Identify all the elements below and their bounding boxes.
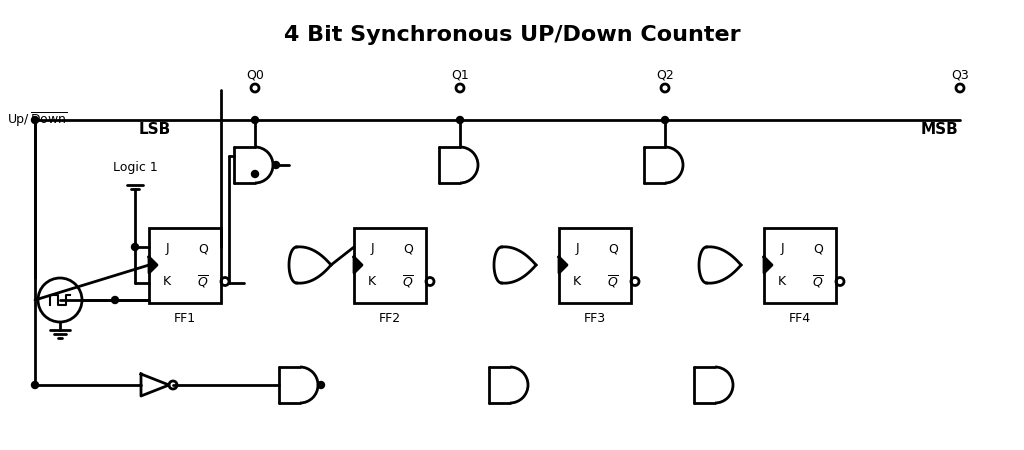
Circle shape [38, 278, 82, 322]
Text: K: K [573, 275, 581, 288]
Text: Q2: Q2 [656, 68, 674, 81]
FancyBboxPatch shape [559, 228, 631, 302]
Text: $\overline{Q}$: $\overline{Q}$ [812, 273, 824, 290]
Text: 4 Bit Synchronous UP/Down Counter: 4 Bit Synchronous UP/Down Counter [284, 25, 740, 45]
Text: Logic 1: Logic 1 [113, 161, 158, 174]
Text: FF3: FF3 [584, 312, 606, 325]
Text: $\overline{Q}$: $\overline{Q}$ [607, 273, 618, 290]
Circle shape [272, 162, 280, 168]
Text: Q0: Q0 [246, 68, 264, 81]
Text: K: K [368, 275, 376, 288]
Text: K: K [778, 275, 786, 288]
Circle shape [457, 117, 464, 123]
FancyBboxPatch shape [764, 228, 836, 302]
Text: J: J [371, 242, 374, 255]
Text: Q3: Q3 [951, 68, 969, 81]
Circle shape [32, 117, 39, 123]
Text: FF4: FF4 [788, 312, 811, 325]
Circle shape [131, 243, 138, 251]
Text: $\overline{Q}$: $\overline{Q}$ [197, 273, 209, 290]
Text: MSB: MSB [922, 122, 958, 138]
Circle shape [112, 297, 119, 303]
Text: Q: Q [403, 242, 413, 255]
Text: Q: Q [198, 242, 208, 255]
Text: J: J [780, 242, 783, 255]
Text: FF1: FF1 [174, 312, 196, 325]
FancyBboxPatch shape [150, 228, 221, 302]
Text: FF2: FF2 [379, 312, 401, 325]
Circle shape [317, 382, 325, 388]
Text: J: J [575, 242, 579, 255]
Polygon shape [354, 257, 362, 273]
Polygon shape [559, 257, 567, 273]
Text: $\overline{\mathrm{Down}}$: $\overline{\mathrm{Down}}$ [30, 112, 68, 128]
Text: Q: Q [813, 242, 823, 255]
Circle shape [252, 171, 258, 177]
Text: Q: Q [608, 242, 617, 255]
Text: K: K [163, 275, 171, 288]
Text: Up/: Up/ [8, 113, 30, 126]
Circle shape [32, 382, 39, 388]
Text: J: J [165, 242, 169, 255]
Polygon shape [764, 257, 772, 273]
Circle shape [252, 117, 258, 123]
Circle shape [662, 117, 669, 123]
Text: LSB: LSB [139, 122, 171, 138]
FancyBboxPatch shape [354, 228, 426, 302]
Text: Q1: Q1 [452, 68, 469, 81]
Polygon shape [150, 257, 157, 273]
Text: $\overline{Q}$: $\overline{Q}$ [402, 273, 414, 290]
